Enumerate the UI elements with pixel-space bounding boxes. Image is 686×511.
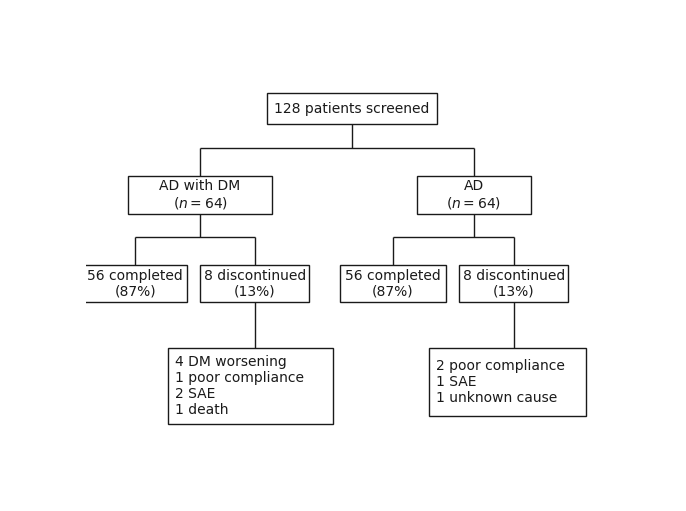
- Text: 8 discontinued
(13%): 8 discontinued (13%): [462, 269, 565, 299]
- Text: 8 discontinued
(13%): 8 discontinued (13%): [204, 269, 306, 299]
- FancyBboxPatch shape: [128, 176, 272, 214]
- Text: AD
$(n = 64)$: AD $(n = 64)$: [447, 179, 501, 212]
- Text: AD with DM
$(n = 64)$: AD with DM $(n = 64)$: [159, 179, 241, 212]
- Text: 2 poor compliance
1 SAE
1 unknown cause: 2 poor compliance 1 SAE 1 unknown cause: [436, 359, 565, 405]
- FancyBboxPatch shape: [84, 265, 187, 303]
- FancyBboxPatch shape: [429, 347, 586, 416]
- Text: 56 completed
(87%): 56 completed (87%): [345, 269, 441, 299]
- FancyBboxPatch shape: [200, 265, 309, 303]
- Text: 128 patients screened: 128 patients screened: [274, 102, 429, 115]
- FancyBboxPatch shape: [168, 347, 333, 424]
- FancyBboxPatch shape: [340, 265, 446, 303]
- FancyBboxPatch shape: [416, 176, 531, 214]
- Text: 4 DM worsening
1 poor compliance
2 SAE
1 death: 4 DM worsening 1 poor compliance 2 SAE 1…: [175, 355, 304, 417]
- FancyBboxPatch shape: [266, 93, 436, 124]
- FancyBboxPatch shape: [459, 265, 568, 303]
- Text: 56 completed
(87%): 56 completed (87%): [87, 269, 183, 299]
